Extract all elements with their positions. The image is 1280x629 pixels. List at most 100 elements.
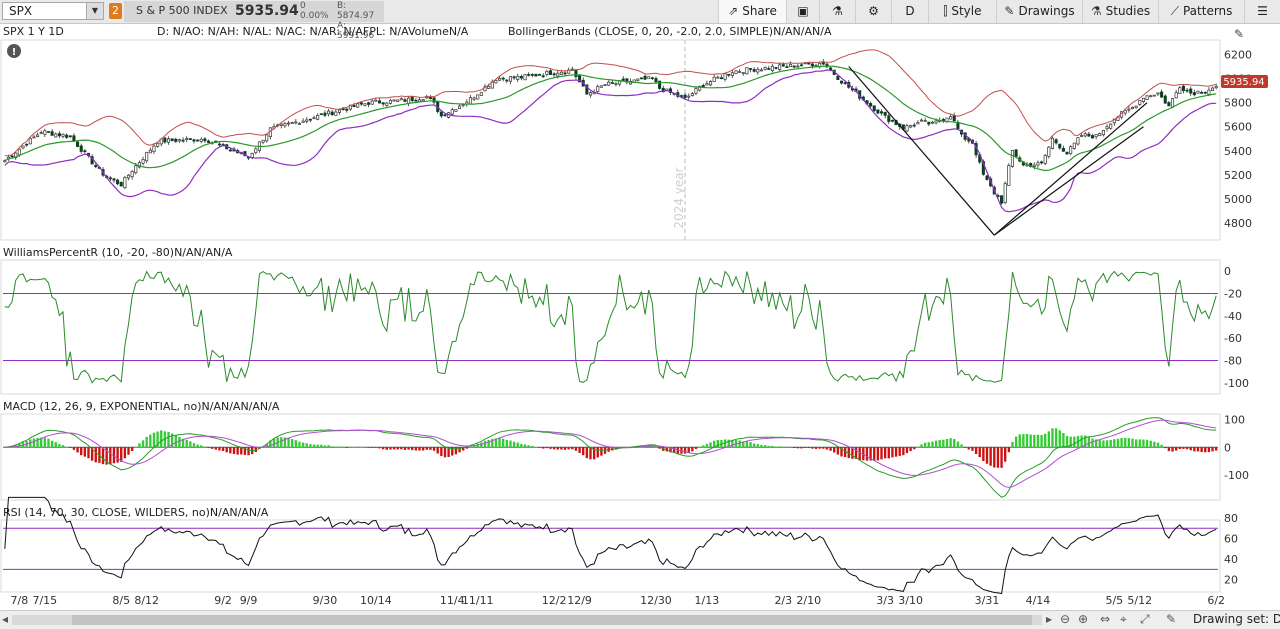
macd-histogram-bar [389, 447, 392, 450]
expand-icon[interactable]: ⤢ [1140, 612, 1150, 626]
candle-body [501, 77, 505, 80]
link-group-badge[interactable]: 2 [109, 3, 122, 19]
candle [1160, 89, 1164, 99]
macd-histogram-bar [1091, 438, 1094, 448]
settings-button[interactable]: ⚙ [855, 0, 891, 23]
chevron-down-icon[interactable]: ▼ [86, 3, 103, 19]
drawings-button[interactable]: ✎ Drawings [996, 0, 1082, 23]
candle [1192, 89, 1196, 97]
zoom-in-icon[interactable]: ⊕ [1078, 612, 1089, 626]
macd-histogram-bar [36, 437, 39, 448]
candle-body [1211, 87, 1215, 92]
macd-histogram-bar [985, 447, 989, 464]
candle [719, 75, 723, 80]
macd-histogram-bar [654, 446, 658, 448]
macd-histogram-bar [563, 447, 567, 450]
macd-histogram-bar [723, 439, 727, 448]
scroll-right-icon[interactable]: ▸ [1046, 612, 1053, 626]
lab-button[interactable]: ⚗ [819, 0, 855, 23]
candle-body [1203, 91, 1207, 94]
chart-area[interactable]: 2024 year 4800 5000 5200 5400 5600 5800 60 0 0 62… [0, 24, 1280, 610]
macd-histogram-bar [702, 445, 705, 448]
style-button[interactable]: ⫿ Style [928, 0, 996, 23]
price-axis-tick: 4800 [1224, 217, 1252, 230]
period-button[interactable]: D [891, 0, 928, 23]
snapshot-button[interactable]: ▣ [786, 0, 819, 23]
candle [614, 81, 618, 87]
candle [1109, 123, 1113, 130]
candle [683, 92, 687, 99]
candle-body [283, 123, 287, 127]
macd-histogram-bar [753, 443, 756, 448]
candle [712, 74, 716, 82]
candle [727, 73, 731, 78]
alert-icon[interactable]: ! [7, 44, 21, 58]
drawing-pencil-icon[interactable]: ✎ [1234, 27, 1244, 41]
candle [287, 120, 291, 127]
candle-body [32, 136, 36, 139]
candle-body [174, 138, 178, 142]
candle-body [934, 120, 938, 124]
macd-histogram-bar [243, 447, 247, 455]
fit-icon[interactable]: ⇔ [1100, 612, 1111, 626]
candle-body [28, 138, 32, 145]
scroll-thumb[interactable] [72, 615, 1032, 625]
macd-histogram-bar [927, 442, 930, 448]
trendline [993, 126, 1144, 236]
candle-body [632, 79, 636, 83]
macd-histogram-bar [1174, 447, 1178, 451]
symbol-input[interactable]: SPX ▼ [2, 2, 104, 20]
candle [116, 178, 120, 186]
candle-body [1036, 162, 1040, 166]
candle-body [588, 92, 593, 96]
patterns-button[interactable]: ⟋ Patterns [1158, 0, 1244, 23]
candle [196, 139, 200, 142]
macd-histogram-bar [527, 445, 530, 448]
candle-body [839, 80, 844, 84]
candle [327, 109, 331, 117]
zoom-out-icon[interactable]: ⊖ [1060, 612, 1071, 626]
drawing-set-label: Drawing set: Default [1193, 612, 1280, 626]
candle-body [574, 69, 578, 78]
pencil-icon[interactable]: ✎ [1166, 612, 1177, 626]
change-percent: 0.00% [300, 11, 329, 21]
candle [596, 84, 600, 94]
studies-button[interactable]: ⚗ Studies [1082, 0, 1158, 23]
candle [1203, 91, 1207, 95]
macd-histogram-bar [854, 447, 858, 459]
macd-histogram-bar [1036, 434, 1040, 448]
macd-label: MACD (12, 26, 9, EXPONENTIAL, no)N/AN/AN… [3, 400, 280, 413]
crosshair-icon[interactable]: ⌖ [1120, 612, 1127, 626]
candle [890, 119, 894, 123]
scroll-left-icon[interactable]: ◂ [2, 612, 9, 626]
macd-histogram-bar [891, 447, 894, 458]
share-button[interactable]: ⇗ Share [718, 0, 786, 23]
macd-histogram-bar [83, 447, 87, 457]
macd-histogram-bar [1084, 435, 1087, 448]
macd-histogram-bar [1007, 447, 1011, 453]
macd-histogram-bar [560, 447, 563, 450]
x-tick-label: 12/30 [640, 594, 672, 607]
macd-histogram-bar [931, 441, 934, 448]
candle-body [527, 74, 531, 76]
candle-body [1003, 183, 1007, 203]
candle [21, 145, 25, 150]
macd-histogram-bar [123, 447, 127, 459]
candle-body [1192, 92, 1196, 96]
candle [498, 76, 502, 82]
macd-histogram-bar [800, 447, 803, 449]
candle-body [94, 165, 98, 168]
macd-histogram-bar [669, 447, 672, 453]
candle-body [323, 112, 327, 116]
candle-body [607, 81, 611, 86]
candle [83, 149, 87, 155]
candle-body [836, 75, 840, 80]
candle [872, 105, 876, 113]
menu-button[interactable]: ☰ [1244, 0, 1280, 23]
candle-body [1181, 85, 1185, 91]
candle [919, 118, 924, 122]
macd-histogram-bar [589, 447, 592, 460]
candle-body [290, 122, 294, 124]
macd-histogram-bar [170, 433, 174, 448]
time-scrollbar[interactable] [12, 615, 1042, 625]
